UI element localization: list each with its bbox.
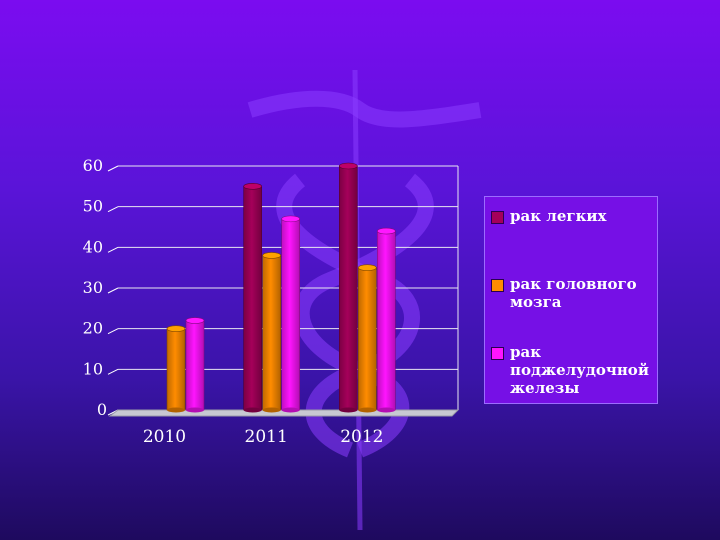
- y-tick: [107, 206, 119, 213]
- bar-2012-2: [358, 264, 377, 413]
- bar-2012-1: [339, 162, 358, 413]
- y-tick-label: 60: [83, 156, 103, 175]
- legend-label-3: рак поджелудочной железы: [510, 343, 649, 397]
- labels-layer: 0 10 20 30 40 50 60 2010 2011 2012: [83, 156, 384, 447]
- bar-bottom: [339, 407, 358, 413]
- bar-body: [185, 320, 205, 411]
- x-tick-label: 2012: [340, 427, 383, 447]
- bar-top: [166, 325, 186, 332]
- bar-top: [281, 215, 300, 223]
- bar-top: [339, 162, 358, 170]
- legend-item-1: рак легких: [491, 207, 660, 225]
- bar-top: [185, 317, 205, 324]
- bar-2011-2: [262, 252, 281, 413]
- y-tick-label: 0: [97, 400, 107, 419]
- y-tick: [107, 368, 119, 375]
- legend-item-3: рак поджелудочной железы: [491, 343, 660, 397]
- legend-swatch-2: [491, 279, 504, 292]
- y-tick-label: 40: [83, 237, 103, 256]
- bars-layer: [166, 162, 396, 413]
- bar-top: [377, 227, 396, 235]
- bar-top: [243, 183, 262, 190]
- bar-body: [166, 328, 186, 411]
- legend-swatch-1: [491, 211, 504, 224]
- legend-label-2: рак головного мозга: [510, 275, 637, 311]
- bar-2011-3: [281, 215, 300, 413]
- bar-2010-3: [185, 317, 205, 413]
- bar-body: [339, 165, 358, 411]
- y-tick: [107, 328, 119, 335]
- bar-body: [358, 267, 377, 411]
- bar-bottom: [186, 407, 204, 413]
- y-tick: [107, 165, 119, 172]
- bar-top: [358, 264, 377, 271]
- bar-body: [281, 218, 300, 411]
- bar-top: [262, 252, 281, 259]
- bar-body: [262, 255, 281, 411]
- bar-bottom: [281, 407, 300, 413]
- bar-bottom: [358, 407, 377, 413]
- x-tick-label: 2010: [143, 427, 186, 447]
- y-tick-label: 50: [83, 197, 103, 216]
- legend: рак легких рак головного мозга рак подже…: [484, 196, 658, 404]
- bar-bottom: [262, 407, 281, 413]
- legend-item-2: рак головного мозга: [491, 275, 660, 311]
- legend-label-1: рак легких: [510, 207, 607, 225]
- bar-2012-3: [377, 227, 396, 413]
- y-tick-label: 20: [83, 319, 103, 338]
- bar-body: [377, 230, 396, 411]
- bar-2010-2: [166, 325, 186, 413]
- y-tick: [107, 246, 119, 253]
- bar-bottom: [243, 407, 262, 413]
- y-tick: [107, 287, 119, 294]
- legend-swatch-3: [491, 347, 504, 360]
- bar-bottom: [167, 407, 185, 413]
- bar-body: [243, 186, 262, 411]
- x-tick-label: 2011: [245, 427, 288, 447]
- bar-2011-1: [243, 183, 262, 413]
- y-tick-label: 10: [83, 359, 103, 378]
- y-tick-label: 30: [83, 278, 103, 297]
- bar-bottom: [377, 407, 396, 413]
